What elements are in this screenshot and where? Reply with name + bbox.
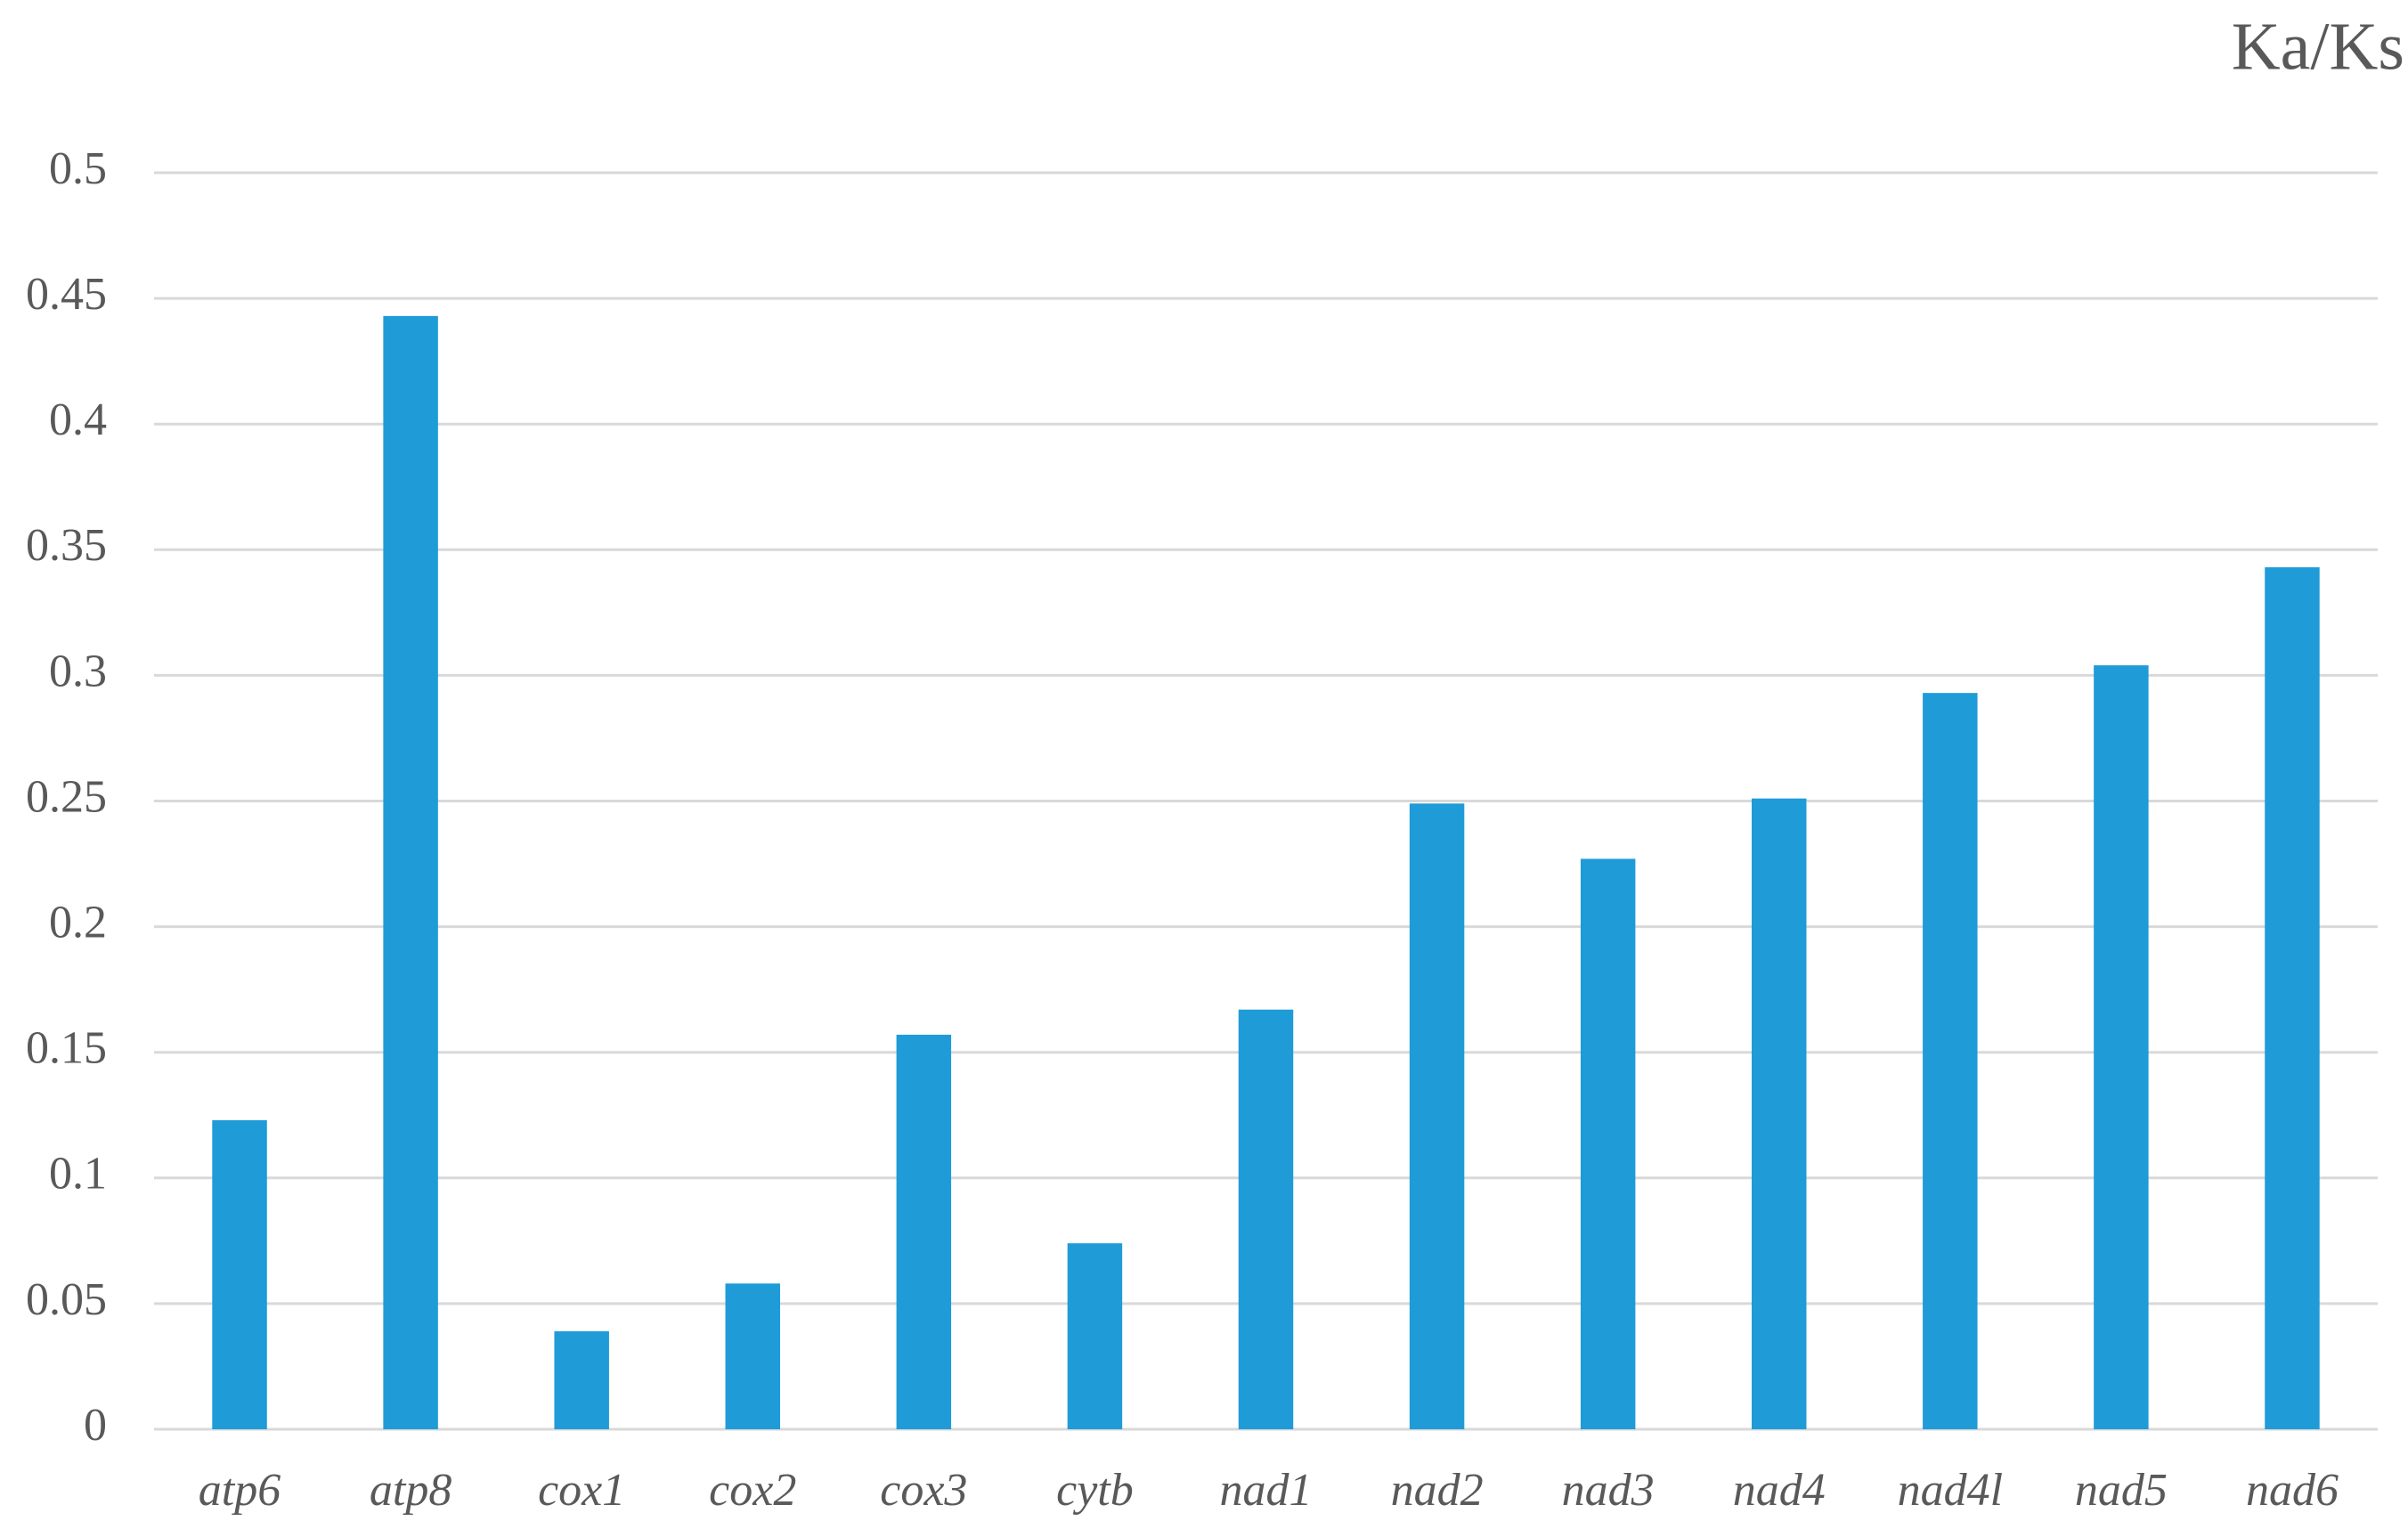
bar xyxy=(1067,1243,1123,1429)
bar xyxy=(1238,1009,1294,1429)
bar xyxy=(725,1283,781,1429)
x-tick-label: atp6 xyxy=(199,1465,281,1516)
y-tick-label: 0.45 xyxy=(26,269,107,320)
bar xyxy=(2265,567,2320,1429)
bar xyxy=(212,1119,267,1429)
x-tick-label: nad4 xyxy=(1733,1465,1826,1516)
x-tick-label: nad6 xyxy=(2246,1465,2339,1516)
bar xyxy=(1751,798,1807,1429)
x-tick-label: cox3 xyxy=(880,1465,967,1516)
y-tick-label: 0.2 xyxy=(49,898,107,948)
x-tick-label: atp8 xyxy=(370,1465,452,1516)
y-tick-label: 0.3 xyxy=(49,646,107,696)
x-tick-label: cox2 xyxy=(709,1465,796,1516)
chart-title: Ka/Ks xyxy=(2232,9,2404,84)
bar xyxy=(1580,858,1636,1429)
y-tick-label: 0.4 xyxy=(49,394,107,445)
bar xyxy=(383,315,438,1429)
x-tick-label: nad3 xyxy=(1562,1465,1655,1516)
bar xyxy=(2094,665,2149,1429)
y-tick-label: 0.35 xyxy=(26,520,107,571)
y-tick-label: 0.05 xyxy=(26,1274,107,1325)
x-tick-label: nad1 xyxy=(1220,1465,1313,1516)
x-tick-label: cox1 xyxy=(538,1465,625,1516)
bar xyxy=(896,1034,952,1429)
x-tick-label: nad4l xyxy=(1898,1465,2003,1516)
y-tick-label: 0.5 xyxy=(49,143,107,194)
x-tick-label: nad2 xyxy=(1391,1465,1484,1516)
x-tick-label: cytb xyxy=(1056,1465,1134,1516)
bar xyxy=(1409,803,1465,1429)
y-tick-label: 0.1 xyxy=(49,1149,107,1200)
y-tick-label: 0.15 xyxy=(26,1023,107,1074)
y-tick-label: 0.25 xyxy=(26,771,107,822)
y-tick-label: 0 xyxy=(84,1400,107,1451)
x-tick-label: nad5 xyxy=(2075,1465,2168,1516)
bar xyxy=(1923,693,1978,1429)
bar xyxy=(554,1330,609,1429)
